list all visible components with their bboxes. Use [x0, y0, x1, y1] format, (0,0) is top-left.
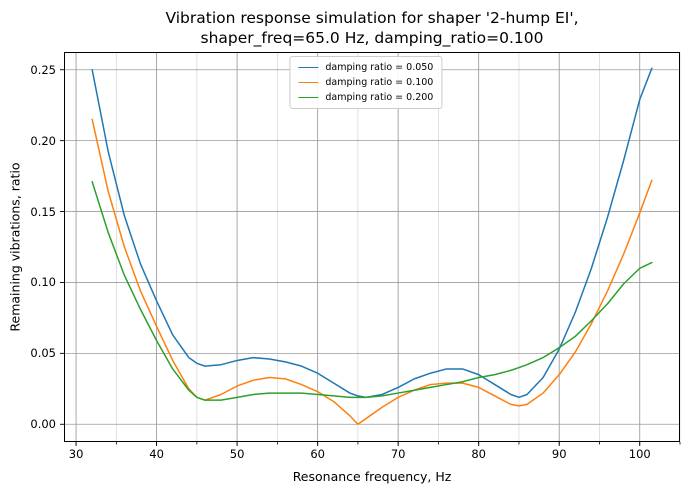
- y-tick-label: 0.25: [30, 62, 56, 77]
- x-tick-label: 80: [471, 447, 487, 461]
- legend-item-label: damping ratio = 0.200: [325, 92, 434, 103]
- chart-title-line2: shaper_freq=65.0 Hz, damping_ratio=0.100: [200, 29, 544, 48]
- legend-item: damping ratio = 0.100: [298, 77, 433, 88]
- chart-title: Vibration response simulation for shaper…: [64, 8, 680, 48]
- legend-line-swatch: [298, 82, 319, 83]
- y-axis-label: Remaining vibrations, ratio: [7, 162, 23, 332]
- legend-item: damping ratio = 0.200: [298, 92, 433, 103]
- y-tick-label: 0.05: [30, 346, 56, 361]
- legend-item-label: damping ratio = 0.100: [325, 77, 434, 88]
- x-tick-label: 90: [551, 447, 567, 461]
- legend-line-swatch: [298, 97, 319, 98]
- legend-item-label: damping ratio = 0.050: [325, 62, 434, 73]
- legend-line-swatch: [298, 67, 319, 68]
- legend: damping ratio = 0.050 damping ratio = 0.…: [289, 56, 443, 109]
- x-tick-label: 40: [149, 447, 164, 461]
- y-tick-label: 0.00: [30, 417, 56, 432]
- series-line-0: [91, 67, 653, 399]
- plot-area: damping ratio = 0.050 damping ratio = 0.…: [60, 52, 681, 446]
- x-axis-label: Resonance frequency, Hz: [292, 469, 452, 484]
- x-tick-label: 100: [628, 447, 651, 461]
- x-tick-label: 30: [68, 447, 84, 461]
- y-tick-label: 0.20: [30, 133, 56, 148]
- series-line-1: [91, 118, 653, 426]
- x-tick-label: 70: [390, 447, 406, 461]
- y-tick-label: 0.15: [30, 204, 56, 219]
- plot-border: [64, 52, 680, 442]
- plot-svg: [60, 52, 681, 446]
- y-tick-label: 0.10: [30, 275, 56, 290]
- x-tick-label: 60: [310, 447, 325, 461]
- x-tick-label: 50: [229, 447, 245, 461]
- legend-item: damping ratio = 0.050: [298, 62, 433, 73]
- chart-title-line1: Vibration response simulation for shaper…: [165, 9, 579, 27]
- series-line-2: [91, 181, 653, 401]
